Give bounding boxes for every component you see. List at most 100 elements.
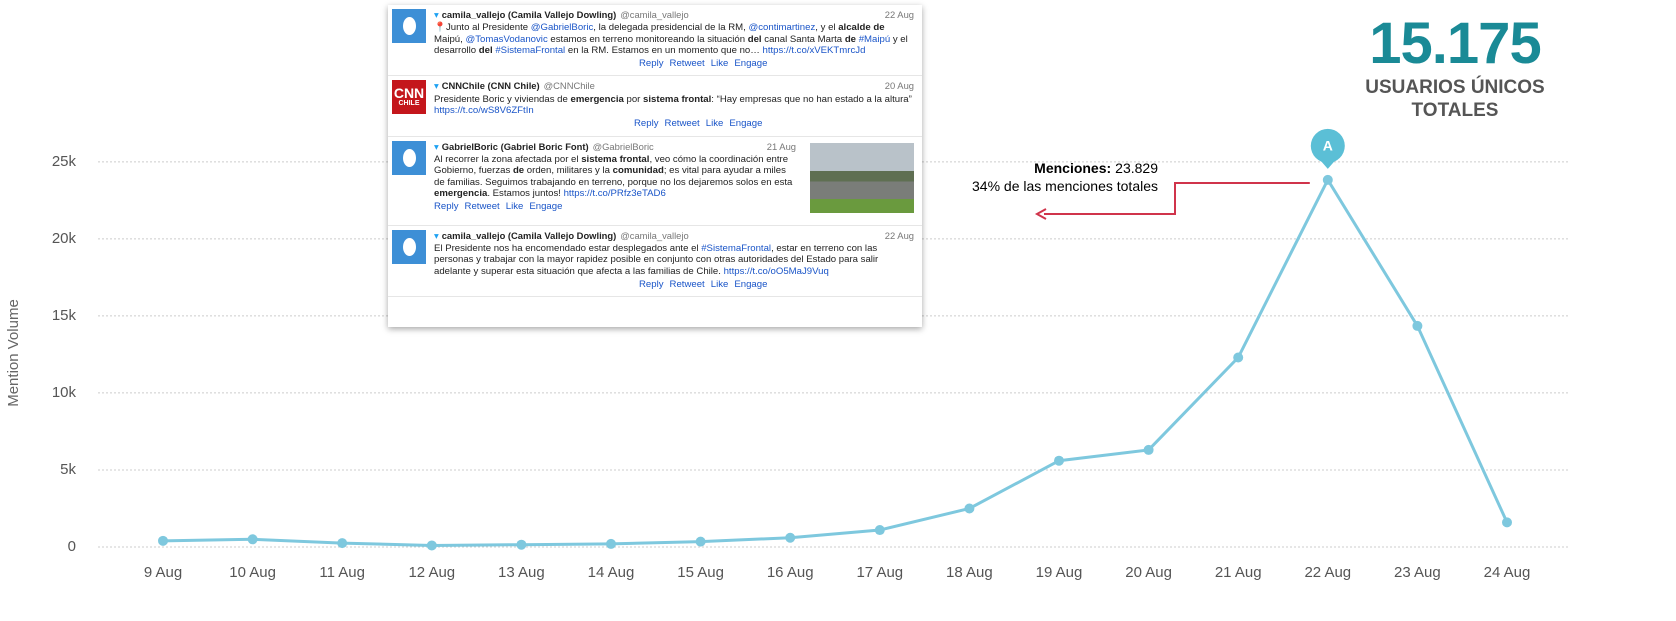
tweet-name: camila_vallejo (Camila Vallejo Dowling) [441,229,617,241]
tweet-name: GabrielBoric (Gabriel Boric Font) [441,140,589,152]
bold-run: emergencia [434,187,488,199]
x-tick-label: 24 Aug [1484,564,1531,581]
tweet-photo [810,142,914,213]
tweet-name: camila_vallejo (Camila Vallejo Dowling) [441,9,617,20]
text-run: orden, militares y la [524,165,613,177]
text-run: . Estamos juntos! [487,187,564,199]
action[interactable]: Reply [639,278,664,290]
marker-label: A [1323,138,1333,154]
tweet-panel: ▾ camila_vallejo (Camila Vallejo Dowling)… [388,5,922,327]
point [1412,320,1423,331]
link[interactable]: https://t.co/wS8V6ZFtIn [434,105,534,117]
tweet-header: ▾ GabrielBoric (Gabriel Boric Font) @Gabri… [434,141,796,152]
twitter-icon: ▾ [434,9,439,20]
link[interactable]: https://t.co/xVEKTmrcJd [762,44,866,56]
point [1233,352,1244,363]
point [874,525,885,536]
link[interactable]: @TomasVodanovic [465,33,548,45]
text-run: y el desarrollo [434,33,908,56]
link[interactable]: #Maipú [858,33,891,45]
tweet-handle: @camila_vallejo [620,9,689,20]
action[interactable]: Like [505,201,524,213]
tweet-handle: @camila_vallejo [620,229,689,241]
action[interactable]: Engage [729,118,763,130]
tweet-header: ▾ camila_vallejo (Camila Vallejo Dowling)… [434,9,914,20]
bold-run: del [747,33,762,45]
bold-run: alcalde de [838,22,885,34]
link[interactable]: #SistemaFrontal [701,242,772,254]
text-run: Presidente Boric y viviendas de [434,93,571,105]
action[interactable]: Retweet [464,201,500,213]
x-tick-label: 9 Aug [144,564,182,581]
x-tick-label: 18 Aug [946,564,993,581]
kpi-caption: USUARIOS ÚNICOS TOTALES [1340,76,1570,122]
link[interactable]: https://t.co/PRfz3eTAD6 [563,187,666,199]
text-run: : “Hay empresas que no han estado a la a… [711,93,912,105]
bold-run: de [512,165,525,177]
action[interactable]: Engage [529,201,563,213]
point [516,539,527,550]
x-tick-label: 23 Aug [1394,564,1441,581]
x-tick-label: 16 Aug [767,564,814,581]
point [695,536,706,547]
avatar-egg [402,17,416,35]
bold-run: sistema frontal [643,93,712,105]
kpi-line: USUARIOS ÚNICOS [1365,77,1545,98]
annotation-label: Menciones: [1034,160,1111,176]
annotation-value: 23.829 [1115,160,1158,176]
action[interactable]: Like [705,118,724,130]
action[interactable]: Retweet [669,278,705,290]
action[interactable]: Reply [634,118,659,130]
avatar-egg [402,148,416,167]
action[interactable]: Reply [434,201,459,213]
y-tick-label: 0 [68,538,76,555]
y-tick-label: 5k [60,461,76,478]
text-run: , estar en terreno con las personas y tr… [434,242,879,277]
text-run: por [623,93,644,105]
tweet-date: 20 Aug [884,80,914,92]
action[interactable]: Engage [734,58,768,70]
tweet: CNN CHILE ▾ CNNChile (CNN Chile) @CNNChile 20… [388,76,922,137]
bold-run: comunidad [612,165,664,177]
tweet-actions: Reply Retweet Like Engage [434,118,914,129]
tweet-actions: Reply Retweet Like Engage [434,201,796,212]
action[interactable]: Like [710,58,729,70]
avatar-egg [402,237,416,256]
action[interactable]: Reply [639,58,664,70]
x-tick-label: 10 Aug [229,564,276,581]
twitter-icon: ▾ [434,140,439,152]
x-tick-label: 17 Aug [856,564,903,581]
x-tick-label: 20 Aug [1125,564,1172,581]
text-run: estamos en terreno monitoreando la situa… [547,33,748,45]
link[interactable]: @GabrielBoric [530,22,594,34]
link[interactable]: https://t.co/oO5MaJ9Vuq [723,265,829,277]
tweet: ▾ GabrielBoric (Gabriel Boric Font) @Gabri… [388,137,922,226]
tweet-date: 22 Aug [884,9,914,20]
link[interactable]: #SistemaFrontal [495,44,566,56]
annotation-title: Menciones: 23.829 [1034,160,1158,176]
text-run: 📍Junto al Presidente [434,22,531,34]
text-run: El Presidente nos ha encomendado estar d… [434,242,702,254]
annotation-note: 34% de las menciones totales [972,178,1158,194]
point [1143,444,1154,455]
tweet-body: Presidente Boric y viviendas de emergenc… [434,94,914,117]
avatar [392,9,426,43]
avatar-text: CHILE [398,99,420,107]
x-tick-label: 19 Aug [1036,564,1083,581]
tweet-body: El Presidente nos ha encomendado estar d… [434,243,914,277]
annotation-arrowhead [1034,208,1047,220]
point [247,534,258,545]
x-tick-label: 22 Aug [1304,564,1351,581]
action[interactable]: Retweet [669,58,705,70]
twitter-icon: ▾ [434,80,439,92]
action[interactable]: Retweet [664,118,700,130]
action[interactable]: Engage [734,278,768,290]
tweet-handle: @CNNChile [543,80,595,92]
link[interactable]: @contimartinez [748,22,816,34]
avatar [392,229,426,264]
x-tick-label: 11 Aug [319,564,365,581]
action[interactable]: Like [710,278,729,290]
avatar-text: CNN [393,84,425,101]
